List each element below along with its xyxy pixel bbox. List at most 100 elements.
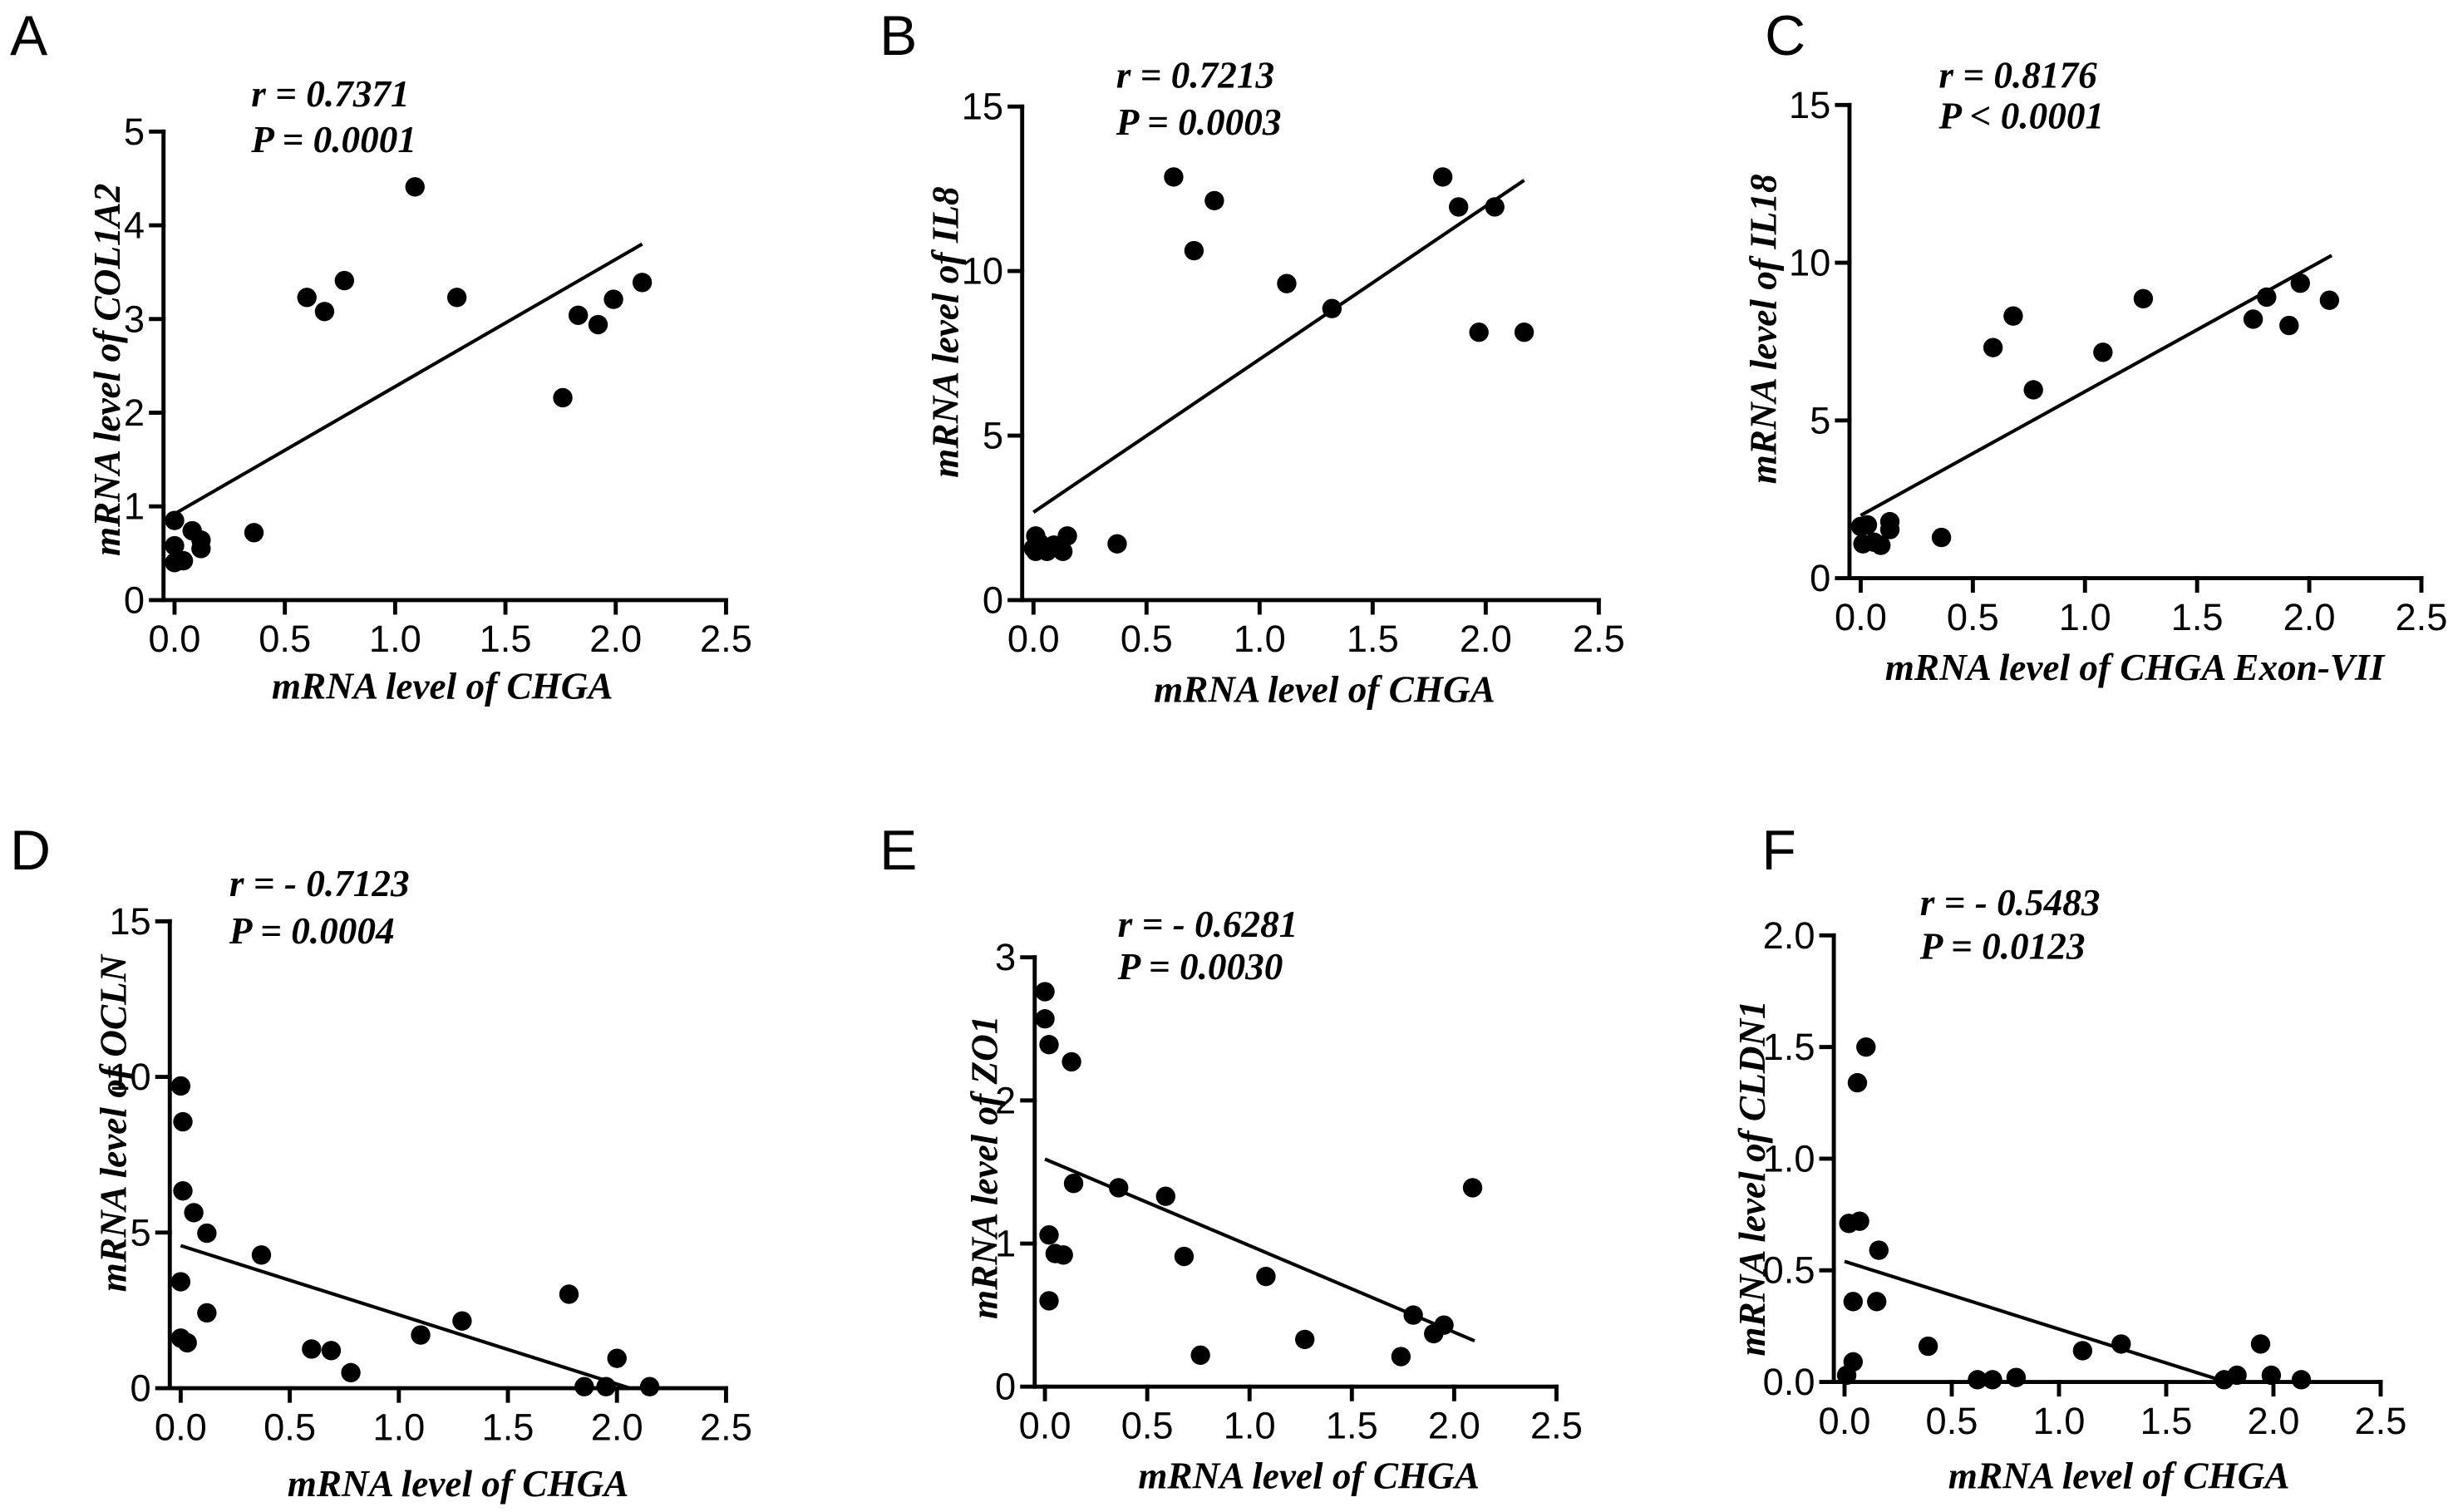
y-tick-label: 10 [1789,242,1830,284]
data-point [1295,1329,1315,1350]
x-tick-label: 0.0 [1819,1400,1871,1442]
x-tick-label: 1.5 [1326,1404,1378,1446]
y-tick-label: 5 [1810,399,1830,441]
y-tick-label: 5 [983,415,1003,457]
panel-label: D [10,820,51,882]
y-tick-label: 10 [962,250,1003,293]
data-point [2093,342,2113,362]
x-tick-label: 2.0 [1428,1404,1480,1446]
correlation-r: r = - 0.5483 [1920,882,2101,923]
data-point [1879,511,1900,532]
data-point [405,177,425,197]
x-tick-label: 2.0 [2283,596,2336,638]
y-tick-label: 3 [995,936,1016,978]
data-point [2227,1365,2247,1386]
data-point [251,1245,272,1265]
x-tick-label: 0.5 [264,1406,316,1448]
x-tick-label: 2.5 [700,618,752,660]
data-point [297,288,317,308]
data-point [2133,288,2154,308]
data-point [177,1332,197,1353]
data-point [559,1284,579,1304]
x-tick-label: 1.0 [1234,618,1286,660]
data-point [173,1111,193,1132]
y-tick-label: 1 [124,485,145,528]
y-tick-label: 5 [124,111,145,153]
data-point [1256,1266,1276,1287]
panel-label: B [879,5,917,67]
y-tick-label: 0.0 [1763,1361,1815,1403]
x-tick-label: 0.0 [1007,618,1060,660]
x-tick-label: 1.0 [369,618,421,660]
data-point [1871,535,1891,555]
data-point [574,1377,594,1396]
data-point [1035,982,1055,1002]
data-point [314,302,335,322]
data-point [607,1348,627,1368]
data-point [603,289,623,309]
data-point [2006,1367,2027,1387]
data-point [1322,298,1342,318]
x-axis-label: mRNA level of CHGA [1154,668,1495,710]
data-point [1857,515,1878,535]
x-tick-label: 1.5 [2140,1400,2193,1442]
x-tick-label: 1.0 [2033,1400,2086,1442]
regression-line [173,242,643,516]
y-tick-label: 10 [109,1056,150,1098]
x-tick-label: 0.0 [149,618,201,660]
x-axis-label: mRNA level of CHGA Exon-VII [1885,647,2386,688]
panel-label: A [10,5,48,67]
x-tick-label: 2.5 [700,1406,752,1448]
x-tick-label: 0.0 [155,1406,207,1448]
data-point [1968,1370,1988,1390]
data-point [1391,1347,1411,1367]
data-point [173,1180,193,1201]
data-point [1039,1291,1059,1311]
data-point [2290,273,2310,293]
data-point [184,1203,204,1223]
x-axis-label: mRNA level of CHGA [1948,1455,2290,1497]
regression-line [180,1244,631,1391]
data-point [452,1311,472,1331]
y-tick-label: 15 [109,900,150,943]
y-tick-label: 0 [124,579,145,621]
data-point [596,1377,616,1396]
y-tick-label: 3 [124,298,145,340]
x-tick-label: 2.5 [1573,618,1625,660]
data-point [1155,1186,1175,1206]
data-point [341,1362,361,1383]
data-point [2243,309,2263,329]
y-axis-label: mRNA level of IL8 [924,186,966,477]
x-tick-label: 1.0 [1224,1404,1276,1446]
data-point [1432,167,1453,187]
data-point [165,535,185,556]
data-point [2250,1334,2271,1354]
x-tick-label: 0.5 [1121,618,1173,660]
y-tick-label: 1.5 [1763,1026,1815,1068]
data-point [302,1339,322,1359]
data-point [1190,1345,1210,1366]
data-point [244,523,264,543]
data-point [2003,306,2023,326]
data-point [170,1076,191,1096]
data-point [1983,1370,2002,1390]
x-tick-label: 1.5 [2171,596,2224,638]
data-point [1514,323,1534,342]
x-tick-label: 2.5 [1530,1404,1583,1446]
data-point [1107,534,1127,554]
data-point [568,305,589,325]
x-tick-label: 2.5 [2355,1400,2407,1442]
p-value: P = 0.0030 [1117,946,1283,987]
x-axis-label: mRNA level of CHGA [272,666,613,707]
data-point [1109,1178,1129,1198]
data-point [1035,1009,1055,1029]
correlation-r: r = - 0.7123 [229,863,410,904]
data-point [1931,527,1952,548]
p-value: P = 0.0004 [229,910,395,952]
y-tick-label: 5 [130,1211,150,1253]
data-point [321,1341,342,1361]
